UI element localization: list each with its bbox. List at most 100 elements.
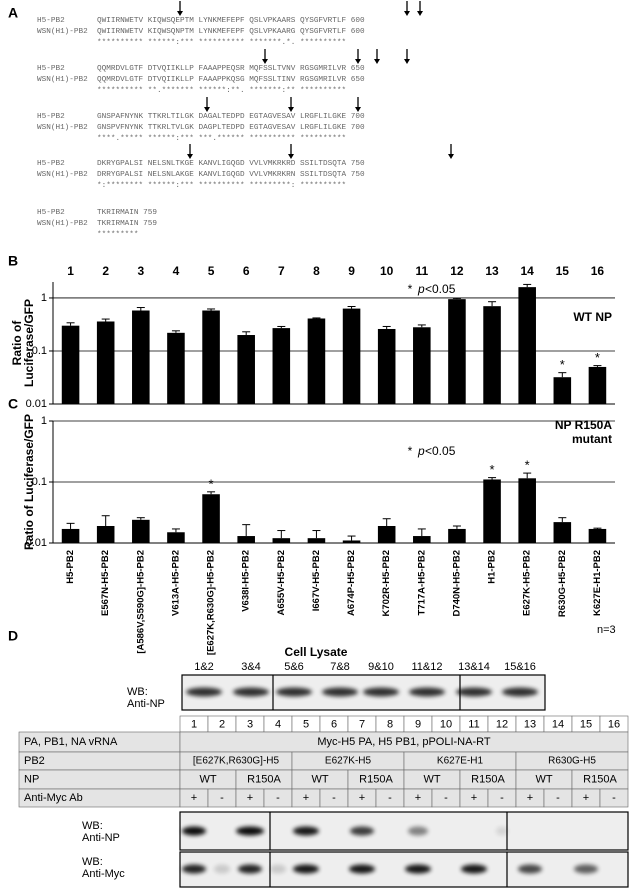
cell-text: -: [332, 792, 336, 804]
y-tick-label: 0.01: [26, 537, 47, 549]
lane-number: 7: [359, 718, 365, 730]
cell-text: -: [220, 792, 224, 804]
cell-text: +: [527, 792, 533, 804]
x-tick-label: 11: [415, 264, 428, 278]
x-tick-label: 14: [521, 264, 535, 278]
band: [322, 687, 358, 697]
lane-number: 2: [219, 718, 225, 730]
bar: [377, 328, 396, 404]
x-tick-label: 12: [450, 264, 464, 278]
cell-text: K627E-H1: [437, 756, 484, 767]
cell-text: R630G-H5: [548, 756, 596, 767]
cell-text: -: [500, 792, 504, 804]
band: [270, 864, 286, 874]
bar: [413, 536, 431, 543]
bar: [61, 325, 80, 404]
bar: [553, 377, 572, 404]
band: [408, 826, 428, 836]
bar: [96, 525, 115, 543]
sequence: GNSPAFNYNK TTKRLTILGK DAGALTEDPD EGTAGVE…: [97, 113, 365, 121]
x-tick-label: [A586V,S590G]-H5-PB2: [135, 550, 146, 654]
lane-number: 8: [387, 718, 393, 730]
x-tick-label: A674P-H5-PB2: [346, 550, 357, 616]
blot-label: WB:: [127, 686, 148, 698]
lane-number: 6: [331, 718, 337, 730]
sequence: QWIIRNWETV KIQWSQEPTM LYNKMEFEPF QSLVPKA…: [97, 17, 365, 25]
sequence: QQMRDVLGTF DTVQIIKLLP FAAAPPEQSR MQFSSLT…: [97, 65, 365, 73]
x-tick-label: T717A-H5-PB2: [416, 550, 427, 615]
significance-marker: *: [560, 357, 565, 372]
lane-number: 10: [440, 718, 452, 730]
arrow-head: [374, 59, 380, 64]
arrow-head: [417, 11, 423, 16]
bar: [518, 478, 536, 543]
bar: [96, 321, 115, 404]
cell-text: R150A: [359, 773, 393, 785]
x-tick-label: [E627K,R630G]-H5-PB2: [206, 550, 217, 655]
band: [405, 864, 431, 874]
cell-text: -: [444, 792, 448, 804]
cell-text: +: [415, 792, 421, 804]
sequence-name: H5-PB2: [37, 209, 65, 217]
arrow-head: [288, 107, 294, 112]
cell-text: +: [303, 792, 309, 804]
significance-marker: *: [490, 462, 495, 477]
lane-label: 7&8: [330, 661, 350, 673]
x-tick-label: 7: [278, 264, 285, 278]
sequence-name: WSN(H1)-PB2: [37, 220, 88, 228]
x-tick-label: 2: [102, 264, 109, 278]
x-tick-label: 6: [243, 264, 250, 278]
sequence-name: WSN(H1)-PB2: [37, 171, 88, 179]
row-label: PA, PB1, NA vRNA: [24, 736, 118, 748]
arrow-head: [404, 59, 410, 64]
band: [276, 687, 312, 697]
sequence: DRRYGPALSI NELSNLAKGE KANVLIGQGD VVLVMKR…: [97, 171, 365, 179]
arrow-head: [355, 59, 361, 64]
sequence-name: H5-PB2: [37, 113, 65, 121]
y-tick-label: 1: [41, 292, 47, 304]
bar: [132, 310, 150, 404]
sequence-name: H5-PB2: [37, 65, 65, 73]
x-tick-label: A655V-H5-PB2: [276, 550, 287, 615]
lysate-title: Cell Lysate: [285, 645, 348, 659]
lane-number: 11: [468, 718, 479, 730]
cell-text: -: [556, 792, 560, 804]
band: [233, 687, 269, 697]
arrow-head: [187, 154, 193, 159]
band: [182, 864, 206, 874]
band: [496, 826, 508, 836]
bar: [307, 318, 326, 404]
sequence-name: WSN(H1)-PB2: [37, 124, 88, 132]
band: [214, 864, 230, 874]
arrow-head: [262, 59, 268, 64]
cell-text: R150A: [583, 773, 617, 785]
cell-text: WT: [535, 773, 552, 785]
band: [182, 826, 206, 836]
lane-label: 3&4: [241, 661, 261, 673]
bar: [483, 479, 501, 543]
panel-letter: C: [8, 396, 18, 412]
arrow-head: [204, 107, 210, 112]
x-tick-label: 15: [556, 264, 570, 278]
cell-text: WT: [311, 773, 328, 785]
table-cell: [599, 788, 629, 808]
table-cell: [18, 769, 181, 790]
bar: [553, 522, 572, 543]
x-tick-label: R630G-H5-PB2: [557, 550, 568, 617]
arrow-head: [177, 11, 183, 16]
significance-symbol: *: [408, 282, 413, 296]
bar: [307, 538, 326, 543]
y-tick-label: 0.01: [26, 398, 47, 410]
band: [409, 687, 445, 697]
bar: [342, 308, 361, 404]
band: [293, 864, 319, 874]
cell-text: +: [191, 792, 197, 804]
significance-marker: *: [525, 458, 530, 473]
bar: [413, 327, 431, 404]
blot-label: Anti-Myc: [82, 868, 125, 880]
x-tick-label: 8: [313, 264, 320, 278]
band: [236, 826, 264, 836]
lane-number: 9: [415, 718, 421, 730]
bar: [342, 540, 361, 543]
bar: [588, 528, 607, 543]
